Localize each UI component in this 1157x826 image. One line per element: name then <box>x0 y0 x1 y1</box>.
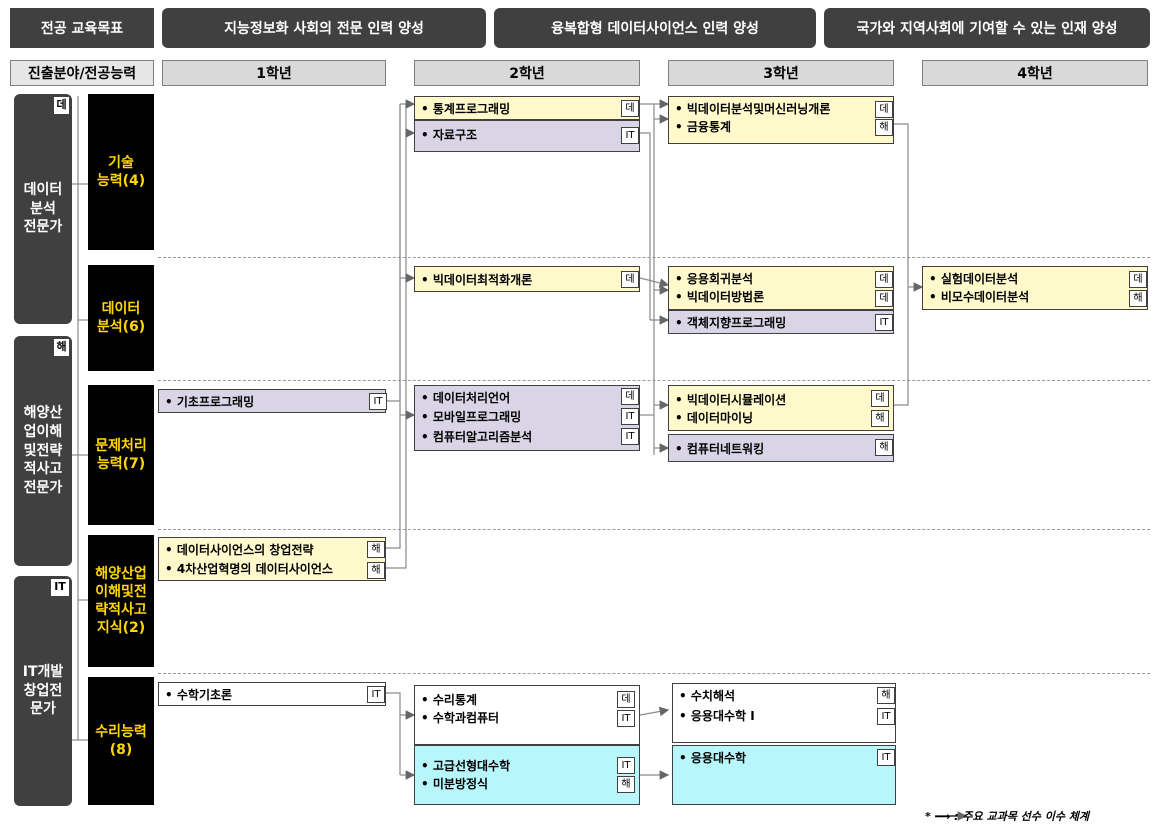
course-tag: IT <box>367 686 385 703</box>
course-box-startup: 데이터사이언스의 창업전략 해 4차산업혁명의 데이터사이언스 해 <box>158 537 386 581</box>
course-computer-networking: 컴퓨터네트워킹 <box>675 441 764 457</box>
course-tag: 해 <box>367 541 385 558</box>
competency-problem-solving: 문제처리 능력(7) <box>88 385 154 525</box>
course-box-stats-prog: 통계프로그래밍 데 <box>414 96 640 120</box>
course-data-mining: 데이터마이닝 <box>675 410 753 426</box>
course-box-adv-linalg: 고급선형대수학 IT 미분방정식 해 <box>414 745 640 805</box>
course-tag: 데 <box>621 388 639 405</box>
field-ocean-industry-expert: 해 해양산 업이해 및전략 적사고 전문가 <box>14 336 72 566</box>
course-oop: 객체지향프로그래밍 <box>675 315 786 331</box>
course-tag: 데 <box>621 271 639 288</box>
goal-3: 국가와 지역사회에 기여할 수 있는 인재 양성 <box>824 8 1150 48</box>
course-tag: 해 <box>871 410 889 427</box>
field-data-analysis-expert: 데 데이터 분석 전문가 <box>14 94 72 324</box>
course-box-numerical: 수치해석 해 응용대수학 I IT <box>672 683 896 743</box>
course-box-bigdata-sim: 빅데이터시뮬레이션 데 데이터마이닝 해 <box>668 385 894 431</box>
course-tag: 데 <box>875 271 893 288</box>
course-bigdata-ml: 빅데이터분석및머신러닝개론 <box>675 101 831 117</box>
year-1-header: 1학년 <box>162 60 386 86</box>
row-divider <box>158 529 1150 530</box>
course-tag: 해 <box>617 776 635 793</box>
course-box-network: 컴퓨터네트워킹 해 <box>668 434 894 462</box>
competency-data-analysis: 데이터 분석(6) <box>88 265 154 371</box>
course-advanced-linear-algebra: 고급선형대수학 <box>421 758 510 774</box>
course-box-applied-math: 응용대수학 IT <box>672 745 896 805</box>
course-startup-strategy: 데이터사이언스의 창업전략 <box>165 542 314 558</box>
course-data-structures: 자료구조 <box>421 127 477 143</box>
year-4-header: 4학년 <box>922 60 1148 86</box>
course-applied-algebra: 응용대수학 <box>679 750 746 766</box>
course-numerical-analysis: 수치해석 <box>679 688 735 704</box>
field-tag: IT <box>50 578 70 597</box>
course-4th-industrial-revolution: 4차산업혁명의 데이터사이언스 <box>165 561 333 577</box>
year-2-header: 2학년 <box>414 60 640 86</box>
course-math-and-computer: 수학과컴퓨터 <box>421 710 499 726</box>
course-box-applied-reg: 응용회귀분석 데 빅데이터방법론 데 <box>668 266 894 310</box>
course-bigdata-optimization: 빅데이터최적화개론 <box>421 272 532 288</box>
course-tag: IT <box>617 710 635 727</box>
course-bigdata-methodology: 빅데이터방법론 <box>675 289 764 305</box>
course-experimental-data: 실험데이터분석 <box>929 271 1018 287</box>
course-basic-programming: 기초프로그래밍 <box>165 394 254 410</box>
career-competency-label: 진출분야/전공능력 <box>10 60 154 86</box>
course-tag: 해 <box>875 439 893 456</box>
course-stats-programming: 통계프로그래밍 <box>421 101 510 117</box>
competency-ocean-industry: 해양산업 이해및전 략적사고 지식(2) <box>88 535 154 667</box>
goal-1: 지능정보화 사회의 전문 인력 양성 <box>162 8 486 48</box>
course-tag: IT <box>369 393 387 410</box>
course-box-math-stats: 수리통계 데 수학과컴퓨터 IT <box>414 685 640 745</box>
course-algorithm-analysis: 컴퓨터알고리즘분석 <box>421 429 532 445</box>
course-box-bigdata-ml: 빅데이터분석및머신러닝개론 데 금융통계 해 <box>668 96 894 144</box>
course-tag: 해 <box>877 687 895 704</box>
course-tag: 데 <box>871 390 889 407</box>
course-nonparametric: 비모수데이터분석 <box>929 289 1029 305</box>
course-tag: 해 <box>1129 290 1147 307</box>
goal-2: 융복합형 데이터사이언스 인력 양성 <box>494 8 816 48</box>
course-math-foundations: 수학기초론 <box>165 687 232 703</box>
course-tag: IT <box>621 127 639 144</box>
field-tag: 데 <box>53 96 70 115</box>
competency-technical: 기술 능력(4) <box>88 94 154 250</box>
course-tag: IT <box>621 408 639 425</box>
course-mobile-programming: 모바일프로그래밍 <box>421 409 521 425</box>
competency-math: 수리능력 (8) <box>88 677 154 805</box>
course-applied-algebra-1: 응용대수학 I <box>679 708 755 724</box>
course-tag: 해 <box>875 119 893 136</box>
course-tag: 데 <box>875 101 893 118</box>
course-tag: 데 <box>875 290 893 307</box>
course-tag: IT <box>875 314 893 331</box>
course-box-data-lang: 데이터처리언어 데 모바일프로그래밍 IT 컴퓨터알고리즘분석 IT <box>414 385 640 451</box>
row-divider <box>158 673 1150 674</box>
education-goal-label: 전공 교육목표 <box>10 8 154 48</box>
course-bigdata-simulation: 빅데이터시뮬레이션 <box>675 392 786 408</box>
course-differential-equations: 미분방정식 <box>421 776 488 792</box>
course-data-processing-lang: 데이터처리언어 <box>421 390 510 406</box>
legend: * ⟶ : 주요 교과목 선수 이수 체계 <box>925 810 1090 823</box>
course-mathematical-statistics: 수리통계 <box>421 692 477 708</box>
course-box-bigdata-opt: 빅데이터최적화개론 데 <box>414 266 640 292</box>
field-tag: 해 <box>53 338 70 357</box>
year-3-header: 3학년 <box>668 60 894 86</box>
course-tag: 해 <box>367 562 385 579</box>
course-box-basic-prog: 기초프로그래밍 IT <box>158 389 387 413</box>
course-box-oop: 객체지향프로그래밍 IT <box>668 310 894 334</box>
course-tag: IT <box>621 428 639 445</box>
field-it-startup-expert: IT IT개발 창업전 문가 <box>14 576 72 806</box>
course-tag: 데 <box>617 691 635 708</box>
course-box-data-struct: 자료구조 IT <box>414 120 640 152</box>
course-tag: 데 <box>1129 271 1147 288</box>
course-box-exp-data: 실험데이터분석 데 비모수데이터분석 해 <box>922 266 1148 310</box>
course-tag: IT <box>877 749 895 766</box>
course-applied-regression: 응용회귀분석 <box>675 271 753 287</box>
course-box-math-basic: 수학기초론 IT <box>158 682 386 706</box>
course-tag: 데 <box>621 100 639 117</box>
course-tag: IT <box>877 708 895 725</box>
course-financial-statistics: 금융통계 <box>675 119 731 135</box>
course-tag: IT <box>617 757 635 774</box>
